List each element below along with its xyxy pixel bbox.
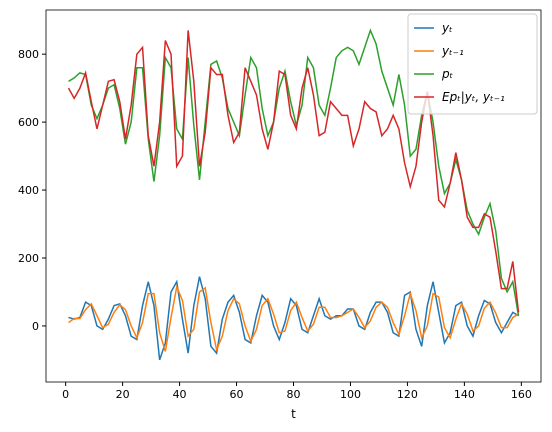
series-line	[68, 284, 519, 353]
y-tick-label: 0	[32, 320, 39, 333]
legend-label: Epₜ|yₜ, yₜ₋₁	[442, 90, 505, 104]
legend-label: pₜ	[441, 67, 454, 81]
series-line	[68, 28, 520, 316]
series-line	[68, 276, 519, 361]
x-tick-label: 140	[454, 388, 475, 401]
x-tick-label: 120	[397, 388, 418, 401]
x-axis-label: t	[291, 407, 296, 421]
legend-label: yₜ₋₁	[441, 44, 464, 58]
y-tick-label: 600	[18, 116, 39, 129]
legend-box	[407, 13, 538, 115]
x-tick-label: 80	[287, 388, 301, 401]
x-tick-label: 160	[511, 388, 532, 401]
y-tick-label: 400	[18, 184, 39, 197]
series-line	[67, 30, 520, 313]
legend-label: yₜ	[441, 21, 453, 35]
y-tick-label: 800	[18, 48, 39, 61]
x-tick-label: 0	[62, 388, 69, 401]
y-tick-label: 200	[18, 252, 39, 265]
x-tick-label: 60	[230, 388, 244, 401]
x-tick-label: 100	[340, 388, 361, 401]
x-tick-label: 20	[116, 388, 130, 401]
x-tick-label: 40	[173, 388, 187, 401]
